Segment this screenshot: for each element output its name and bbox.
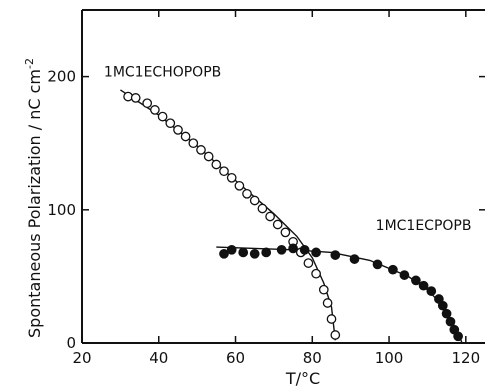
x-tick-label: 80 bbox=[303, 349, 322, 367]
open-data-point bbox=[280, 227, 291, 238]
open-data-point bbox=[211, 159, 222, 170]
open-data-point bbox=[188, 138, 199, 149]
open-data-point bbox=[219, 166, 229, 177]
open-data-point bbox=[203, 151, 214, 162]
x-tick-label: 120 bbox=[451, 349, 480, 367]
open-data-point bbox=[249, 195, 260, 206]
x-axis-ticks: 20 40 60 80 100 120 bbox=[72, 10, 480, 367]
fit-curve bbox=[120, 89, 336, 341]
filled-data-point bbox=[330, 250, 341, 260]
y-axis-label-main: Spontaneous Polarization / nC cm bbox=[25, 69, 44, 338]
open-data-point bbox=[272, 219, 283, 230]
filled-data-point bbox=[238, 247, 249, 258]
x-tick-label: 40 bbox=[149, 349, 168, 367]
y-tick-label: 100 bbox=[47, 201, 76, 219]
open-data-point bbox=[234, 180, 245, 191]
filled-data-point bbox=[411, 275, 421, 286]
open-data-point bbox=[322, 298, 333, 308]
data-points bbox=[123, 91, 463, 342]
filled-data-point bbox=[418, 280, 429, 291]
open-data-point bbox=[265, 211, 275, 222]
filled-data-point bbox=[311, 247, 321, 258]
y-axis-label-superscript: -2 bbox=[23, 58, 36, 69]
open-data-point bbox=[330, 330, 341, 340]
series-label: 1MC1ECHOPOPB bbox=[104, 65, 221, 81]
fit-curve bbox=[216, 246, 463, 344]
open-data-point bbox=[180, 131, 191, 142]
x-axis-label: T/°C bbox=[285, 369, 320, 388]
filled-data-point bbox=[226, 244, 237, 255]
filled-data-point bbox=[388, 264, 398, 275]
filled-data-point bbox=[437, 300, 448, 311]
open-data-point bbox=[150, 105, 160, 115]
x-tick-label: 100 bbox=[375, 349, 404, 367]
open-data-point bbox=[242, 188, 252, 199]
filled-data-point bbox=[453, 331, 463, 342]
y-axis-label: Spontaneous Polarization / nC cm-2 bbox=[23, 58, 44, 338]
open-data-point bbox=[196, 145, 206, 155]
x-tick-label: 60 bbox=[226, 349, 245, 367]
x-tick-label: 20 bbox=[72, 349, 91, 367]
open-data-point bbox=[257, 203, 268, 214]
filled-data-point bbox=[349, 254, 360, 264]
open-data-point bbox=[142, 98, 153, 109]
filled-data-point bbox=[372, 259, 383, 270]
filled-data-point bbox=[261, 247, 272, 258]
open-data-point bbox=[226, 172, 237, 183]
filled-data-point bbox=[441, 308, 452, 319]
open-data-point bbox=[157, 111, 168, 122]
series-label: 1MC1ECPOPB bbox=[376, 218, 472, 234]
y-tick-label: 200 bbox=[47, 68, 76, 86]
open-data-point bbox=[303, 258, 314, 268]
y-axis-ticks: 0 100 200 bbox=[47, 68, 485, 352]
open-data-point bbox=[130, 93, 141, 103]
filled-data-point bbox=[219, 248, 229, 259]
y-tick-label: 0 bbox=[66, 334, 76, 352]
plot-frame bbox=[81, 9, 485, 344]
open-data-point bbox=[326, 314, 337, 324]
open-data-point bbox=[165, 118, 176, 129]
open-data-point bbox=[311, 268, 321, 279]
filled-data-point bbox=[445, 316, 456, 327]
filled-data-point bbox=[249, 248, 260, 259]
filled-data-point bbox=[426, 286, 437, 296]
open-data-point bbox=[173, 125, 183, 135]
open-data-point bbox=[318, 284, 329, 295]
filled-data-point bbox=[299, 244, 310, 255]
filled-data-point bbox=[276, 244, 287, 255]
filled-data-point bbox=[288, 243, 298, 254]
fit-curves bbox=[120, 89, 463, 344]
filled-data-point bbox=[399, 270, 410, 280]
series-annotations: 1MC1ECHOPOPB 1MC1ECPOPB bbox=[104, 65, 472, 234]
